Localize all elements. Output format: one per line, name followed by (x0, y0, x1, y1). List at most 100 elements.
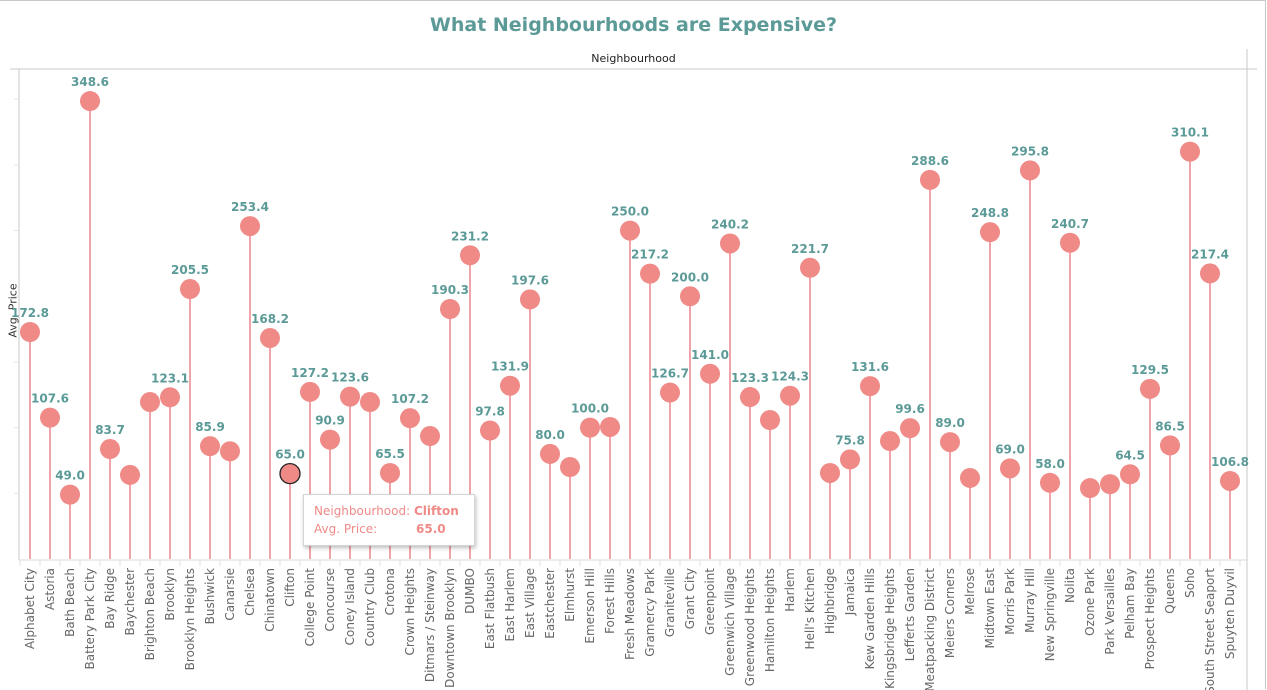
data-label: 65.5 (375, 447, 405, 461)
x-tick-label: East Village (523, 568, 537, 638)
tooltip-price-value: 65.0 (416, 522, 446, 536)
x-tick-label: Soho (1183, 568, 1197, 598)
lollipop-point (840, 449, 860, 470)
lollipop-point (1020, 160, 1040, 181)
x-tick-label: Bath Beach (63, 568, 77, 637)
data-label: 86.5 (1155, 419, 1185, 433)
data-label: 217.2 (631, 248, 669, 262)
lollipop-point (760, 410, 780, 431)
x-tick-label: New Springville (1043, 568, 1057, 661)
lollipop-point (1140, 378, 1160, 399)
x-tick-label: Fresh Meadows (623, 568, 637, 660)
lollipop-point (160, 387, 180, 408)
x-tick-label: Kingsbridge Heights (883, 568, 897, 689)
data-label: 85.9 (195, 420, 225, 434)
x-tick-label: Greenwich Village (723, 568, 737, 676)
x-tick-label: Brighton Beach (143, 568, 157, 660)
data-label: 172.8 (11, 306, 49, 320)
data-label: 58.0 (1035, 457, 1065, 471)
x-tick-label: Clifton (283, 568, 297, 607)
lollipop-point (500, 375, 520, 396)
data-label: 65.0 (275, 448, 305, 462)
x-tick-label: Meatpacking District (923, 568, 937, 690)
lollipop-point (1220, 470, 1240, 491)
data-label: 127.2 (291, 366, 329, 380)
data-label: 64.5 (1115, 448, 1145, 462)
x-tick-label: Crown Heights (403, 568, 417, 656)
data-label: 99.6 (895, 402, 925, 416)
data-label: 295.8 (1011, 144, 1049, 158)
data-label: 310.1 (1171, 126, 1209, 140)
lollipop-point (700, 363, 720, 384)
data-label: 217.4 (1191, 247, 1229, 261)
data-label: 168.2 (251, 312, 289, 326)
data-label: 190.3 (431, 283, 469, 297)
tooltip-neighbourhood-value: Clifton (413, 504, 459, 518)
lollipop-point (60, 484, 80, 505)
x-tick-label: Highbridge (823, 568, 837, 634)
lollipop-point (40, 407, 60, 428)
data-label: 197.6 (511, 273, 549, 287)
lollipop-point (900, 418, 920, 439)
tooltip-neighbourhood-row: Neighbourhood: Clifton (314, 504, 459, 518)
lollipop-point (1080, 478, 1100, 499)
x-tick-label: Coney Island (343, 568, 357, 645)
x-tick-label: Hell's Kitchen (803, 568, 817, 650)
lollipop-point (800, 257, 820, 278)
tooltip-price-row: Avg. Price: 65.0 (314, 522, 446, 536)
data-label: 250.0 (611, 205, 649, 219)
data-label: 75.8 (835, 433, 865, 447)
x-tick-label: Crotona (383, 568, 397, 615)
lollipop-point-highlighted (279, 462, 301, 485)
x-tick-label: Brooklyn (163, 568, 177, 621)
lollipop-point (320, 429, 340, 450)
data-label: 107.2 (391, 392, 429, 406)
x-tick-label: Graniteville (663, 568, 677, 637)
x-tick-label: Astoria (43, 568, 57, 610)
lollipop-point (100, 439, 120, 460)
data-label: 221.7 (791, 242, 829, 256)
x-tick-label: Chinatown (263, 568, 277, 632)
lollipop-point (580, 417, 600, 438)
x-tick-label: Murray Hill (1023, 568, 1037, 633)
x-tick-label: Midtown East (983, 568, 997, 649)
lollipop-point (140, 392, 160, 413)
lollipop-point (460, 245, 480, 266)
lollipop-point (180, 279, 200, 300)
column-header: Neighbourhood (591, 52, 676, 65)
data-label: 240.7 (1051, 217, 1089, 231)
lollipop-point (200, 436, 220, 457)
x-tick-label: Bay Ridge (103, 568, 117, 629)
lollipop-point (860, 376, 880, 397)
x-tick-label: Melrose (963, 568, 977, 615)
x-tick-label: Elmhurst (563, 568, 577, 622)
x-tick-label: Canarsie (223, 568, 237, 621)
lollipop-point (1180, 141, 1200, 162)
data-label: 123.6 (331, 371, 369, 385)
data-label: 106.8 (1211, 455, 1249, 469)
data-label: 240.2 (711, 217, 749, 231)
lollipop-point (80, 91, 100, 112)
x-tick-label: Chelsea (243, 568, 257, 616)
x-tick-label: Jamaica (843, 568, 857, 616)
tooltip: Neighbourhood: Clifton Avg. Price: 65.0 (303, 494, 475, 546)
lollipop-point (20, 321, 40, 342)
lollipop-point (560, 457, 580, 478)
data-label: 124.3 (771, 370, 809, 384)
lollipop-point (1200, 263, 1220, 284)
x-tick-label: Harlem (783, 568, 797, 612)
x-tick-label: Pelham Bay (1123, 568, 1137, 639)
data-label: 90.9 (315, 414, 345, 428)
data-label: 253.4 (231, 200, 269, 214)
lollipop-point (640, 263, 660, 284)
tooltip-price-label: Avg. Price: (314, 522, 378, 536)
data-label: 231.2 (451, 229, 489, 243)
data-label: 89.0 (935, 416, 965, 430)
data-label: 126.7 (651, 367, 689, 381)
lollipop-point (1040, 472, 1060, 493)
lollipop-point (520, 289, 540, 310)
x-tick-label: Kew Garden Hills (863, 568, 877, 669)
x-tick-label: Nolita (1063, 568, 1077, 603)
lollipop-point (780, 385, 800, 406)
